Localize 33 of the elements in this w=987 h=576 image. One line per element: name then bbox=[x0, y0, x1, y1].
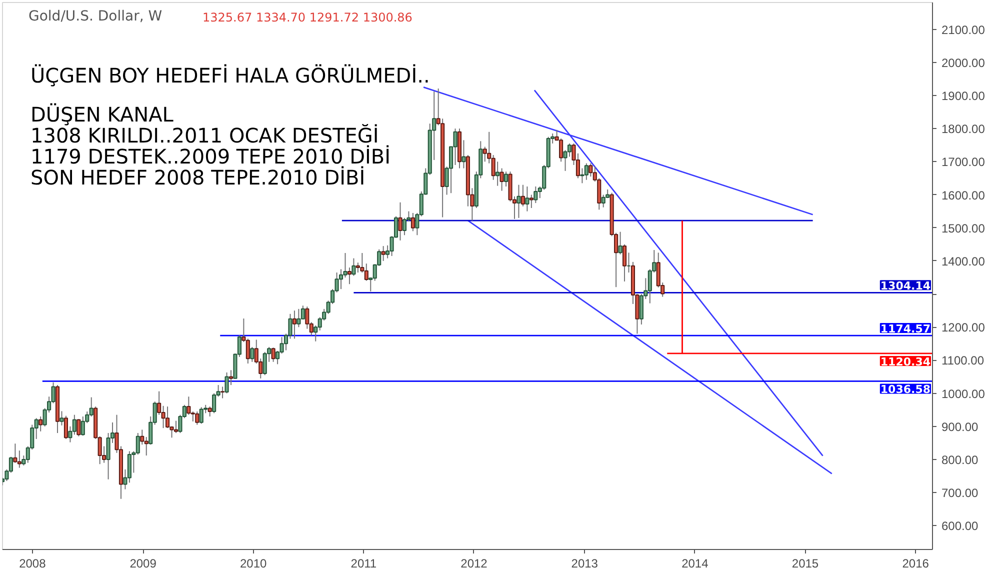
y-tick-label: 1400.00 bbox=[942, 254, 986, 268]
y-tick-label: 1200.00 bbox=[942, 320, 986, 335]
x-tick-label: 2011 bbox=[350, 556, 377, 570]
series-label: 1036.58 bbox=[880, 383, 931, 396]
y-tick-label: 2000.00 bbox=[942, 56, 986, 70]
text: 1325.67 1334.70 1291.72 1300.86 bbox=[202, 10, 412, 24]
annotation: SON HEDEF 2008 TEPE.2010 DİBİ bbox=[30, 166, 366, 190]
x-tick-label: 2015 bbox=[792, 556, 819, 570]
y-tick-label: 1700.00 bbox=[942, 155, 986, 170]
y-tick-label: 1500.00 bbox=[942, 221, 986, 236]
x-tick-label: 2013 bbox=[571, 556, 598, 570]
x-tick-label: 2010 bbox=[240, 556, 268, 570]
y-tick-label: 700.00 bbox=[942, 486, 979, 500]
x-tick-label: 2014 bbox=[682, 556, 709, 570]
y-tick-label: 1100.00 bbox=[942, 354, 984, 368]
y-tick-label: 1600.00 bbox=[942, 188, 986, 202]
x-tick-label: 2016 bbox=[902, 556, 930, 570]
series-label: 1174.57 bbox=[880, 322, 931, 336]
y-tick-label: 800.00 bbox=[942, 452, 979, 467]
y-tick-label: 2100.00 bbox=[942, 22, 986, 37]
annotation: DÜŞEN KANAL bbox=[30, 102, 174, 126]
x-tick-label: 2009 bbox=[130, 556, 157, 570]
text: Gold/U.S. Dollar, W bbox=[28, 8, 162, 24]
y-tick-label: 1000.00 bbox=[942, 386, 986, 401]
y-tick-label: 1800.00 bbox=[942, 122, 986, 136]
y-tick-label: 600.00 bbox=[942, 519, 979, 534]
y-tick-label: 1900.00 bbox=[942, 88, 986, 103]
y-tick-label: 900.00 bbox=[942, 420, 979, 434]
x-tick-label: 2012 bbox=[460, 556, 488, 570]
series-label: 1120.34 bbox=[880, 355, 931, 368]
x-tick-label: 2008 bbox=[19, 556, 46, 570]
annotation: ÜÇGEN BOY HEDEFİ HALA GÖRÜLMEDİ.. bbox=[30, 64, 430, 88]
series-label: 1304.14 bbox=[880, 280, 931, 293]
